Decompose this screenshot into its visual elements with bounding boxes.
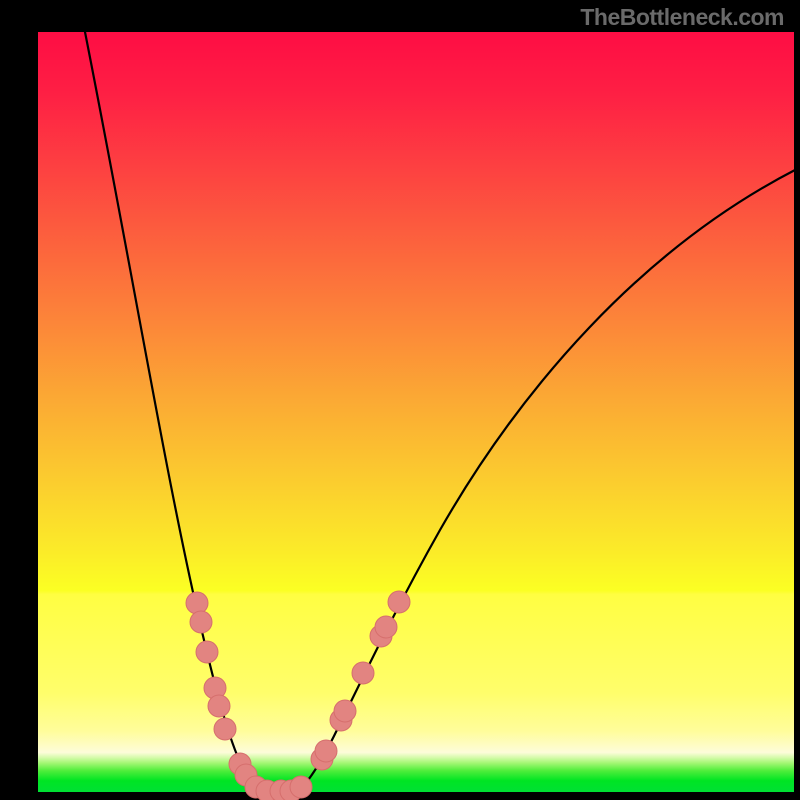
data-marker (388, 591, 410, 613)
data-marker (375, 616, 397, 638)
watermark-text: TheBottleneck.com (580, 4, 784, 31)
data-marker (315, 740, 337, 762)
data-marker (214, 718, 236, 740)
data-marker (196, 641, 218, 663)
data-marker (186, 592, 208, 614)
plot-svg (0, 0, 800, 800)
data-marker (208, 695, 230, 717)
chart-stage: TheBottleneck.com (0, 0, 800, 800)
data-marker (190, 611, 212, 633)
plot-background (38, 32, 794, 792)
data-marker (334, 700, 356, 722)
data-marker (352, 662, 374, 684)
data-marker (290, 776, 312, 798)
